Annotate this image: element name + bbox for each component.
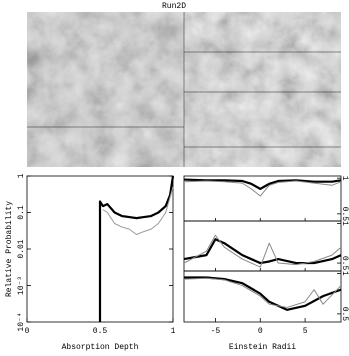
y-tick-label: 1	[340, 221, 349, 226]
series-line	[184, 276, 342, 311]
series-line	[183, 277, 342, 308]
figure-title: Run2D	[162, 2, 186, 11]
x-tick-label: 0	[25, 327, 30, 336]
x-axis-label: Absorption Depth	[62, 343, 139, 352]
y-tick-label: 0.5	[340, 256, 349, 271]
y-tick-label: 0.01	[17, 239, 26, 258]
x-tick-label: 0	[258, 327, 263, 336]
y-tick-label: 1	[17, 173, 26, 178]
series-line	[183, 238, 342, 265]
y-tick-label: 10⁻⁴	[17, 312, 26, 331]
map-image-right	[184, 12, 341, 167]
plot-frame	[183, 270, 342, 323]
y-tick-label: 10⁻³	[17, 276, 26, 295]
x-tick-label: 1	[171, 327, 176, 336]
series-line	[183, 180, 342, 197]
x-tick-label: 5	[303, 327, 308, 336]
y-axis-label: Relative Probability	[5, 201, 14, 297]
x-axis-label: Einstein Radii	[229, 343, 296, 352]
series-line	[98, 175, 175, 322]
series-line	[183, 234, 342, 268]
y-tick-label: 0.1	[17, 205, 26, 220]
x-tick-label: -5	[211, 327, 221, 336]
y-tick-label: 0.5	[340, 207, 349, 222]
x-tick-label: 0.5	[93, 327, 108, 336]
y-tick-label: 0.5	[340, 307, 349, 322]
series-line	[183, 178, 342, 190]
map-image-left	[27, 12, 184, 167]
series-line	[102, 186, 174, 235]
y-tick-label: 1	[340, 271, 349, 276]
scan-lines	[27, 12, 341, 167]
y-tick-label: 1	[340, 176, 349, 181]
